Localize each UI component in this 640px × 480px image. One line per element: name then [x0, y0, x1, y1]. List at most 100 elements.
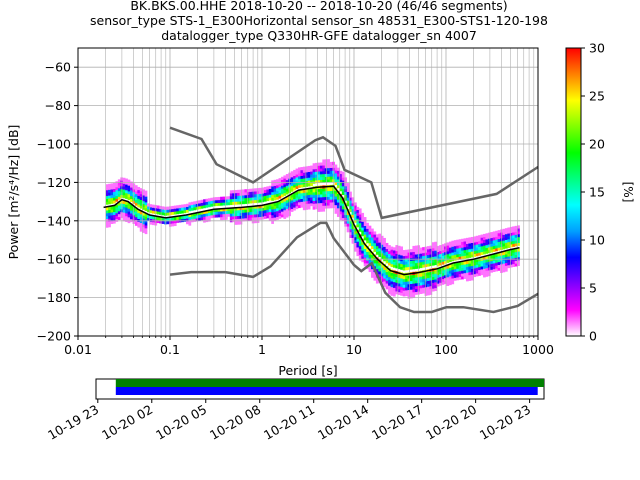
psd-cell	[509, 249, 513, 254]
psd-cell	[307, 188, 311, 193]
psd-cell	[341, 188, 345, 193]
psd-cell	[285, 182, 289, 186]
psd-cell	[492, 234, 496, 238]
psd-cell	[278, 209, 282, 214]
psd-cell	[358, 228, 362, 232]
psd-cell	[205, 213, 209, 217]
psd-cell	[341, 183, 345, 187]
psd-cell	[195, 200, 199, 204]
psd-cell	[504, 256, 508, 261]
psd-cell	[461, 261, 464, 265]
psd-cell	[210, 215, 214, 219]
psd-cell	[295, 205, 299, 210]
psd-cell	[327, 199, 330, 203]
psd-cell	[130, 195, 133, 200]
psd-cell	[356, 215, 360, 219]
psd-cell	[468, 269, 472, 273]
psd-cell	[388, 259, 391, 263]
psd-cell	[319, 179, 323, 183]
psd-cell	[263, 198, 267, 202]
psd-cell	[280, 202, 284, 206]
psd-cell	[351, 205, 355, 210]
psd-cell	[434, 279, 438, 283]
psd-cell	[441, 281, 445, 285]
psd-cell	[139, 188, 143, 192]
psd-cell	[195, 212, 199, 216]
psd-cell	[487, 270, 491, 274]
psd-cell	[380, 270, 384, 274]
psd-cell	[453, 254, 457, 258]
psd-cell	[400, 275, 403, 279]
psd-cell	[422, 258, 425, 262]
psd-cell	[514, 254, 518, 258]
psd-cell	[485, 236, 489, 240]
psd-cell	[224, 213, 228, 217]
psd-cell	[392, 273, 396, 277]
psd-cell	[439, 256, 442, 260]
psd-cell	[412, 254, 416, 258]
psd-cell	[280, 208, 284, 212]
psd-cell	[405, 255, 408, 259]
psd-cell	[220, 216, 223, 221]
psd-cell	[354, 234, 357, 238]
psd-cell	[434, 253, 438, 257]
psd-cell	[327, 205, 330, 209]
psd-cell	[431, 259, 435, 263]
psd-cell	[487, 249, 491, 254]
psd-cell	[468, 274, 472, 279]
psd-cell	[293, 198, 296, 202]
psd-cell	[375, 265, 379, 270]
psd-cell	[166, 209, 170, 213]
psd-cell	[127, 205, 131, 209]
psd-cell	[427, 289, 430, 293]
psd-cell	[346, 220, 350, 224]
psd-cell	[502, 228, 506, 232]
psd-cell	[495, 230, 498, 234]
psd-cell	[483, 256, 486, 261]
psd-cell	[315, 165, 318, 169]
psd-cell	[363, 263, 367, 267]
psd-cell	[227, 207, 231, 211]
psd-cell	[278, 212, 282, 216]
psd-cell	[144, 230, 148, 235]
psd-cell	[424, 278, 428, 282]
psd-cell	[453, 248, 457, 252]
psd-cell	[203, 210, 206, 214]
psd-cell	[390, 286, 394, 291]
psd-cell	[117, 196, 121, 200]
psd-cell	[173, 211, 177, 215]
psd-cell	[329, 173, 333, 177]
psd-cell	[434, 241, 438, 245]
psd-cell	[427, 254, 430, 258]
psd-cell	[137, 212, 141, 217]
psd-cell	[254, 188, 257, 192]
psd-cell	[422, 247, 425, 251]
psd-cell	[409, 254, 413, 259]
psd-cell	[127, 191, 131, 195]
psd-cell	[388, 247, 391, 252]
psd-cell	[514, 243, 518, 247]
psd-cell	[276, 185, 279, 189]
psd-cell	[246, 214, 250, 219]
psd-cell	[298, 170, 301, 174]
psd-cell	[358, 222, 362, 227]
psd-cell	[302, 189, 306, 193]
psd-cell	[132, 220, 136, 224]
psd-cell	[137, 218, 141, 222]
psd-cell	[319, 205, 323, 209]
psd-cell	[249, 217, 253, 221]
psd-cell	[173, 219, 177, 224]
psd-cell	[317, 188, 321, 192]
psd-cell	[305, 169, 309, 173]
psd-cell	[461, 267, 464, 271]
psd-cell	[105, 184, 109, 188]
psd-cell	[234, 218, 238, 222]
psd-cell	[186, 206, 189, 210]
psd-cell	[210, 212, 214, 216]
psd-cell	[278, 201, 282, 205]
psd-cell	[134, 196, 138, 200]
psd-cell	[122, 212, 126, 216]
psd-cell	[402, 261, 406, 265]
psd-cell	[266, 197, 270, 202]
psd-cell	[446, 282, 450, 286]
